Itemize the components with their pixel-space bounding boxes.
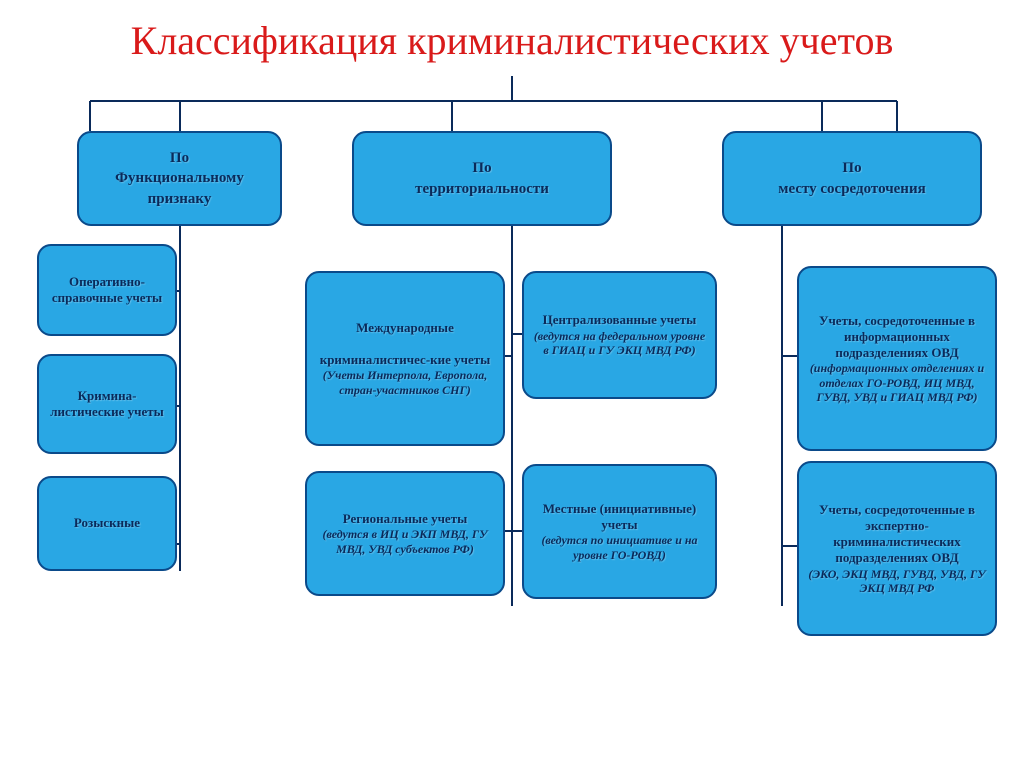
cat2-c4-main: Местные (инициативные) учеты xyxy=(532,501,707,534)
cat3-child-2: Учеты, сосредоточенные в экспертно-крими… xyxy=(797,461,997,636)
cat2-child-3: Региональные учеты (ведутся в ИЦ и ЭКП М… xyxy=(305,471,505,596)
cat1-child-2: Кримина-листические учеты xyxy=(37,354,177,454)
cat2-child-4: Местные (инициативные) учеты (ведутся по… xyxy=(522,464,717,599)
cat2-c3-sub: (ведутся в ИЦ и ЭКП МВД, ГУ МВД, УВД суб… xyxy=(315,527,495,556)
cat1-head: По Функциональному признаку xyxy=(77,131,282,226)
cat2-child-2: Централизованные учеты (ведутся на федер… xyxy=(522,271,717,399)
cat2-head: По территориальности xyxy=(352,131,612,226)
cat2-c3-main: Региональные учеты xyxy=(315,511,495,527)
title: Классификация криминалистических учетов xyxy=(20,18,1004,64)
cat3-child-1: Учеты, сосредоточенные в информационных … xyxy=(797,266,997,451)
cat1-child-3: Розыскные xyxy=(37,476,177,571)
cat2-c2-sub: (ведутся на федеральном уровне в ГИАЦ и … xyxy=(532,329,707,358)
cat3-c2-main: Учеты, сосредоточенные в экспертно-крими… xyxy=(807,502,987,567)
cat3-c1-sub: (информационных отделениях и отделах ГО-… xyxy=(807,361,987,404)
cat3-c2-sub: (ЭКО, ЭКЦ МВД, ГУВД, УВД, ГУ ЭКЦ МВД РФ xyxy=(807,567,987,596)
cat2-c2-main: Централизованные учеты xyxy=(532,312,707,328)
cat2-c1-main: Международные криминалистичес-кие учеты xyxy=(315,320,495,369)
cat2-child-1: Международные криминалистичес-кие учеты … xyxy=(305,271,505,446)
cat3-head: По месту сосредоточения xyxy=(722,131,982,226)
diagram: По Функциональному признаку Оперативно-с… xyxy=(22,76,1002,696)
cat1-child-1: Оперативно-справочные учеты xyxy=(37,244,177,336)
cat2-c1-sub: (Учеты Интерпола, Европола, стран-участн… xyxy=(315,368,495,397)
cat2-c4-sub: (ведутся по инициативе и на уровне ГО-РО… xyxy=(532,533,707,562)
cat3-c1-main: Учеты, сосредоточенные в информационных … xyxy=(807,313,987,362)
